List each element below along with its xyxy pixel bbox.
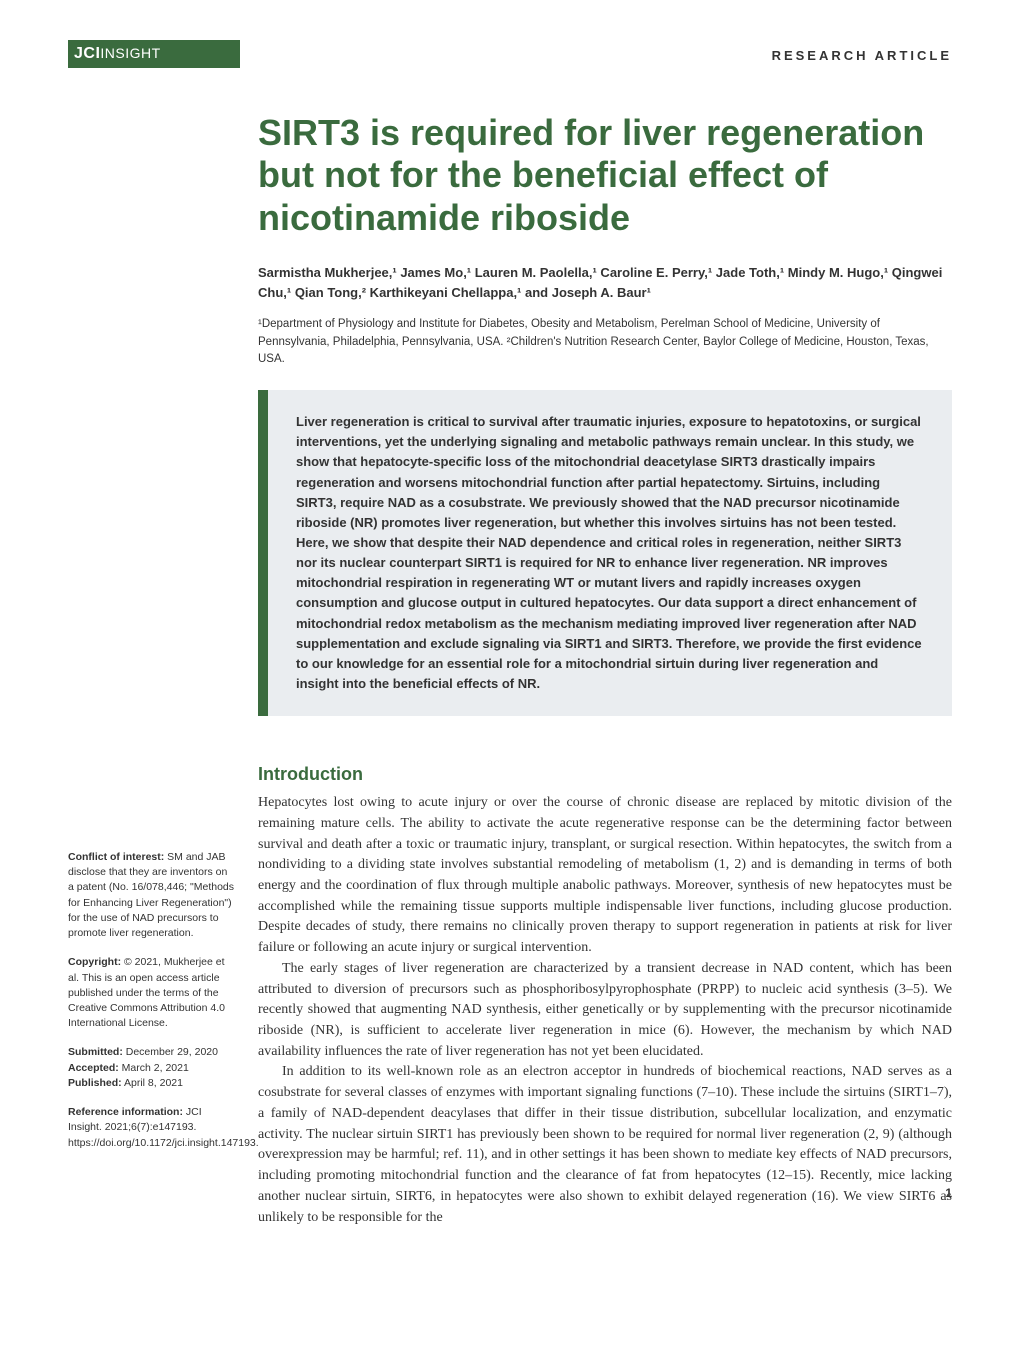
affiliations: ¹Department of Physiology and Institute … (258, 316, 952, 368)
accepted-date: March 2, 2021 (119, 1062, 189, 1074)
main-content: SIRT3 is required for liver regeneration… (258, 0, 952, 1228)
dates-block: Submitted: December 29, 2020 Accepted: M… (68, 1045, 236, 1091)
conflict-text: SM and JAB disclose that they are invent… (68, 851, 234, 939)
section-heading-introduction: Introduction (258, 764, 952, 785)
abstract-text: Liver regeneration is critical to surviv… (296, 412, 924, 694)
reference-info: Reference information: JCI Insight. 2021… (68, 1105, 236, 1151)
copyright-label: Copyright: (68, 956, 121, 968)
journal-logo: JCIINSIGHT (68, 40, 240, 68)
body-paragraph: The early stages of liver regeneration a… (258, 959, 952, 1063)
logo-text: JCIINSIGHT (74, 45, 161, 63)
abstract-box: Liver regeneration is critical to surviv… (258, 390, 952, 716)
article-title: SIRT3 is required for liver regeneration… (258, 112, 952, 239)
conflict-of-interest: Conflict of interest: SM and JAB disclos… (68, 850, 236, 941)
body-paragraph: Hepatocytes lost owing to acute injury o… (258, 793, 952, 959)
conflict-label: Conflict of interest: (68, 851, 164, 863)
reference-label: Reference information: (68, 1106, 183, 1118)
author-list: Sarmistha Mukherjee,¹ James Mo,¹ Lauren … (258, 263, 952, 302)
published-date: April 8, 2021 (122, 1077, 183, 1089)
body-paragraph: In addition to its well-known role as an… (258, 1062, 952, 1228)
published-label: Published: (68, 1077, 122, 1089)
copyright-info: Copyright: © 2021, Mukherjee et al. This… (68, 955, 236, 1031)
submitted-label: Submitted: (68, 1046, 123, 1058)
sidebar-metadata: Conflict of interest: SM and JAB disclos… (68, 850, 236, 1165)
page-number: 1 (945, 1186, 952, 1200)
logo-jci: JCI (74, 45, 100, 62)
article-category: RESEARCH ARTICLE (772, 48, 952, 63)
logo-insight: INSIGHT (100, 45, 160, 61)
submitted-date: December 29, 2020 (123, 1046, 218, 1058)
authors-text: Sarmistha Mukherjee,¹ James Mo,¹ Lauren … (258, 265, 942, 300)
accepted-label: Accepted: (68, 1062, 119, 1074)
affiliations-text: ¹Department of Physiology and Institute … (258, 318, 929, 365)
